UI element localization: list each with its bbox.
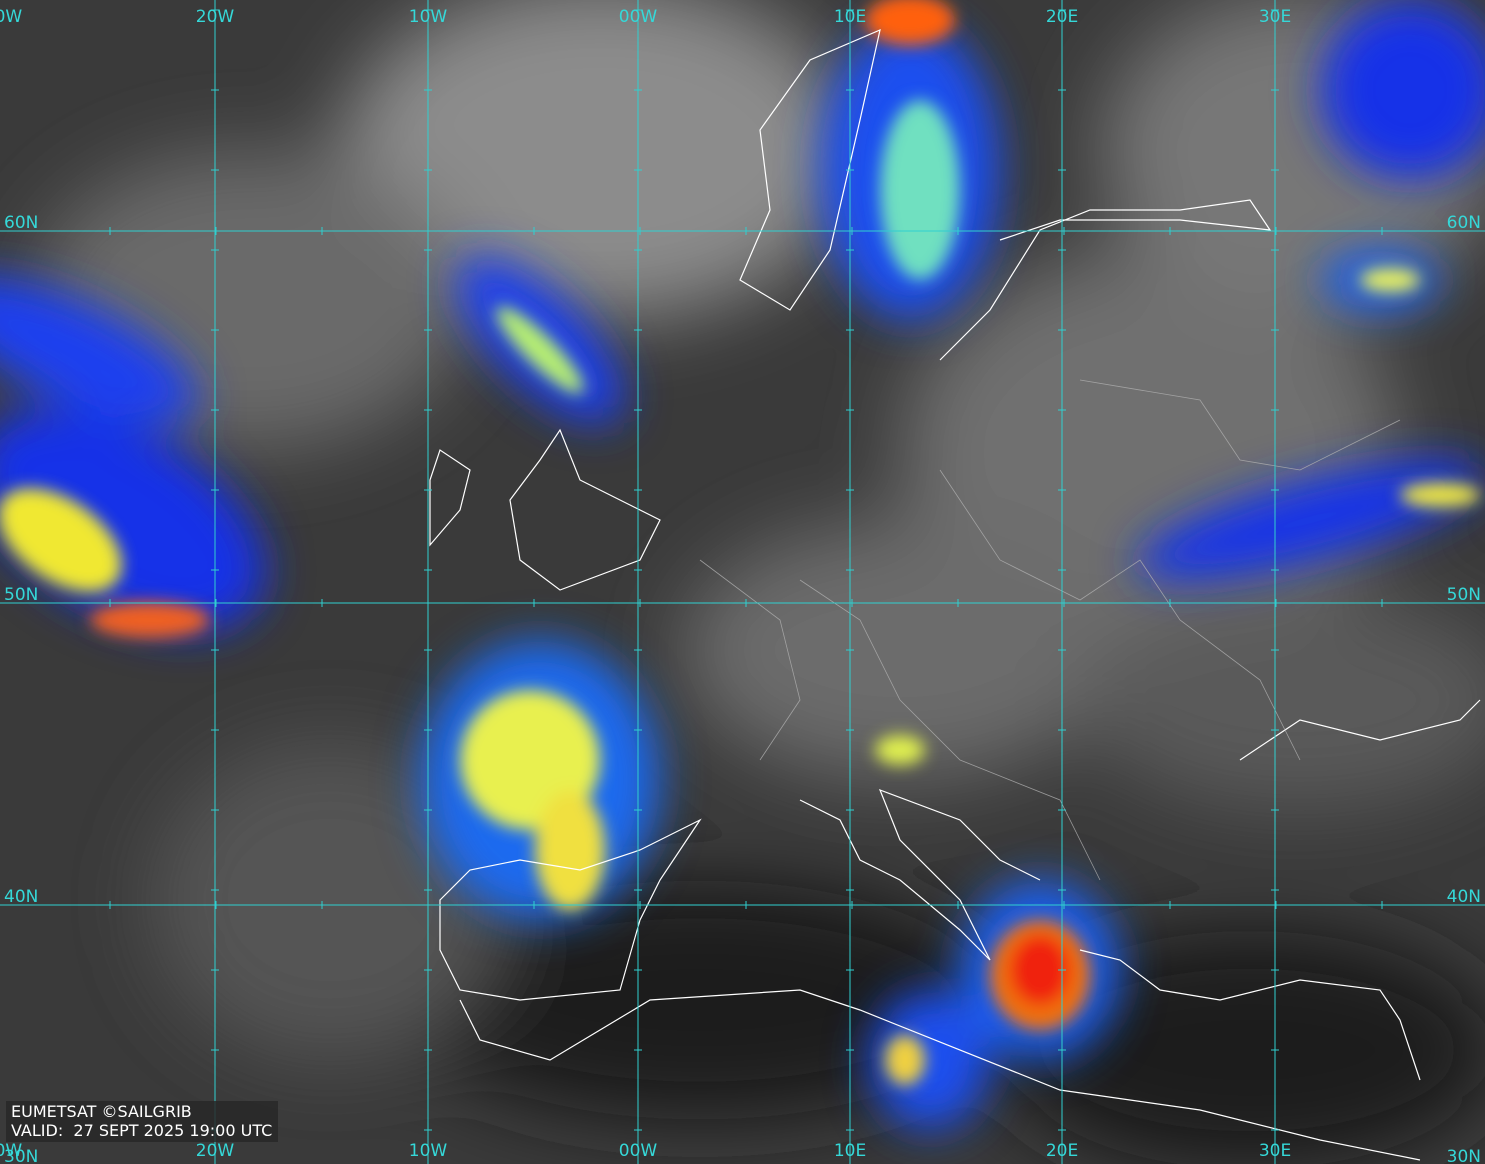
credit-box: EUMETSAT ©SAILGRIB VALID: 27 SEPT 2025 1…: [6, 1101, 279, 1142]
latitude-label-right: 40N: [1447, 887, 1481, 907]
longitude-label-bottom: 10E: [834, 1141, 866, 1161]
longitude-label-top: 10W: [409, 7, 448, 27]
credit-line: EUMETSAT ©SAILGRIB: [11, 1102, 192, 1121]
graticule-labels: 30W 30W 20W 20W 10W 10W 00W 00W 10E 10E 20E 20E 30E 3…: [0, 7, 1481, 1164]
valid-time: VALID: 27 SEPT 2025 19:00 UTC: [11, 1121, 273, 1140]
longitude-label-top: 20E: [1046, 7, 1078, 27]
longitude-label-bottom: 10W: [409, 1141, 448, 1161]
coastlines: [429, 28, 1481, 1161]
latitude-label-left: 60N: [4, 213, 38, 233]
latitude-label-right: 50N: [1447, 585, 1481, 605]
longitude-label-bottom: 00W: [619, 1141, 658, 1161]
longitude-label-top: 30W: [0, 7, 22, 27]
longitude-label-top: 30E: [1259, 7, 1291, 27]
longitude-label-bottom: 20E: [1046, 1141, 1078, 1161]
latitude-label-left: 30N: [4, 1147, 38, 1164]
longitude-label-top: 10E: [834, 7, 866, 27]
latitude-label-right: 30N: [1447, 1147, 1481, 1164]
longitude-label-bottom: 30E: [1259, 1141, 1291, 1161]
longitude-label-top: 00W: [619, 7, 658, 27]
longitude-label-bottom: 30W: [0, 1141, 22, 1161]
latitude-label-left: 50N: [4, 585, 38, 605]
latitude-label-left: 40N: [4, 887, 38, 907]
longitude-label-bottom: 20W: [196, 1141, 235, 1161]
latitude-label-right: 60N: [1447, 213, 1481, 233]
precipitation-clouds: [0, 0, 1485, 1130]
longitude-label-top: 20W: [196, 7, 235, 27]
